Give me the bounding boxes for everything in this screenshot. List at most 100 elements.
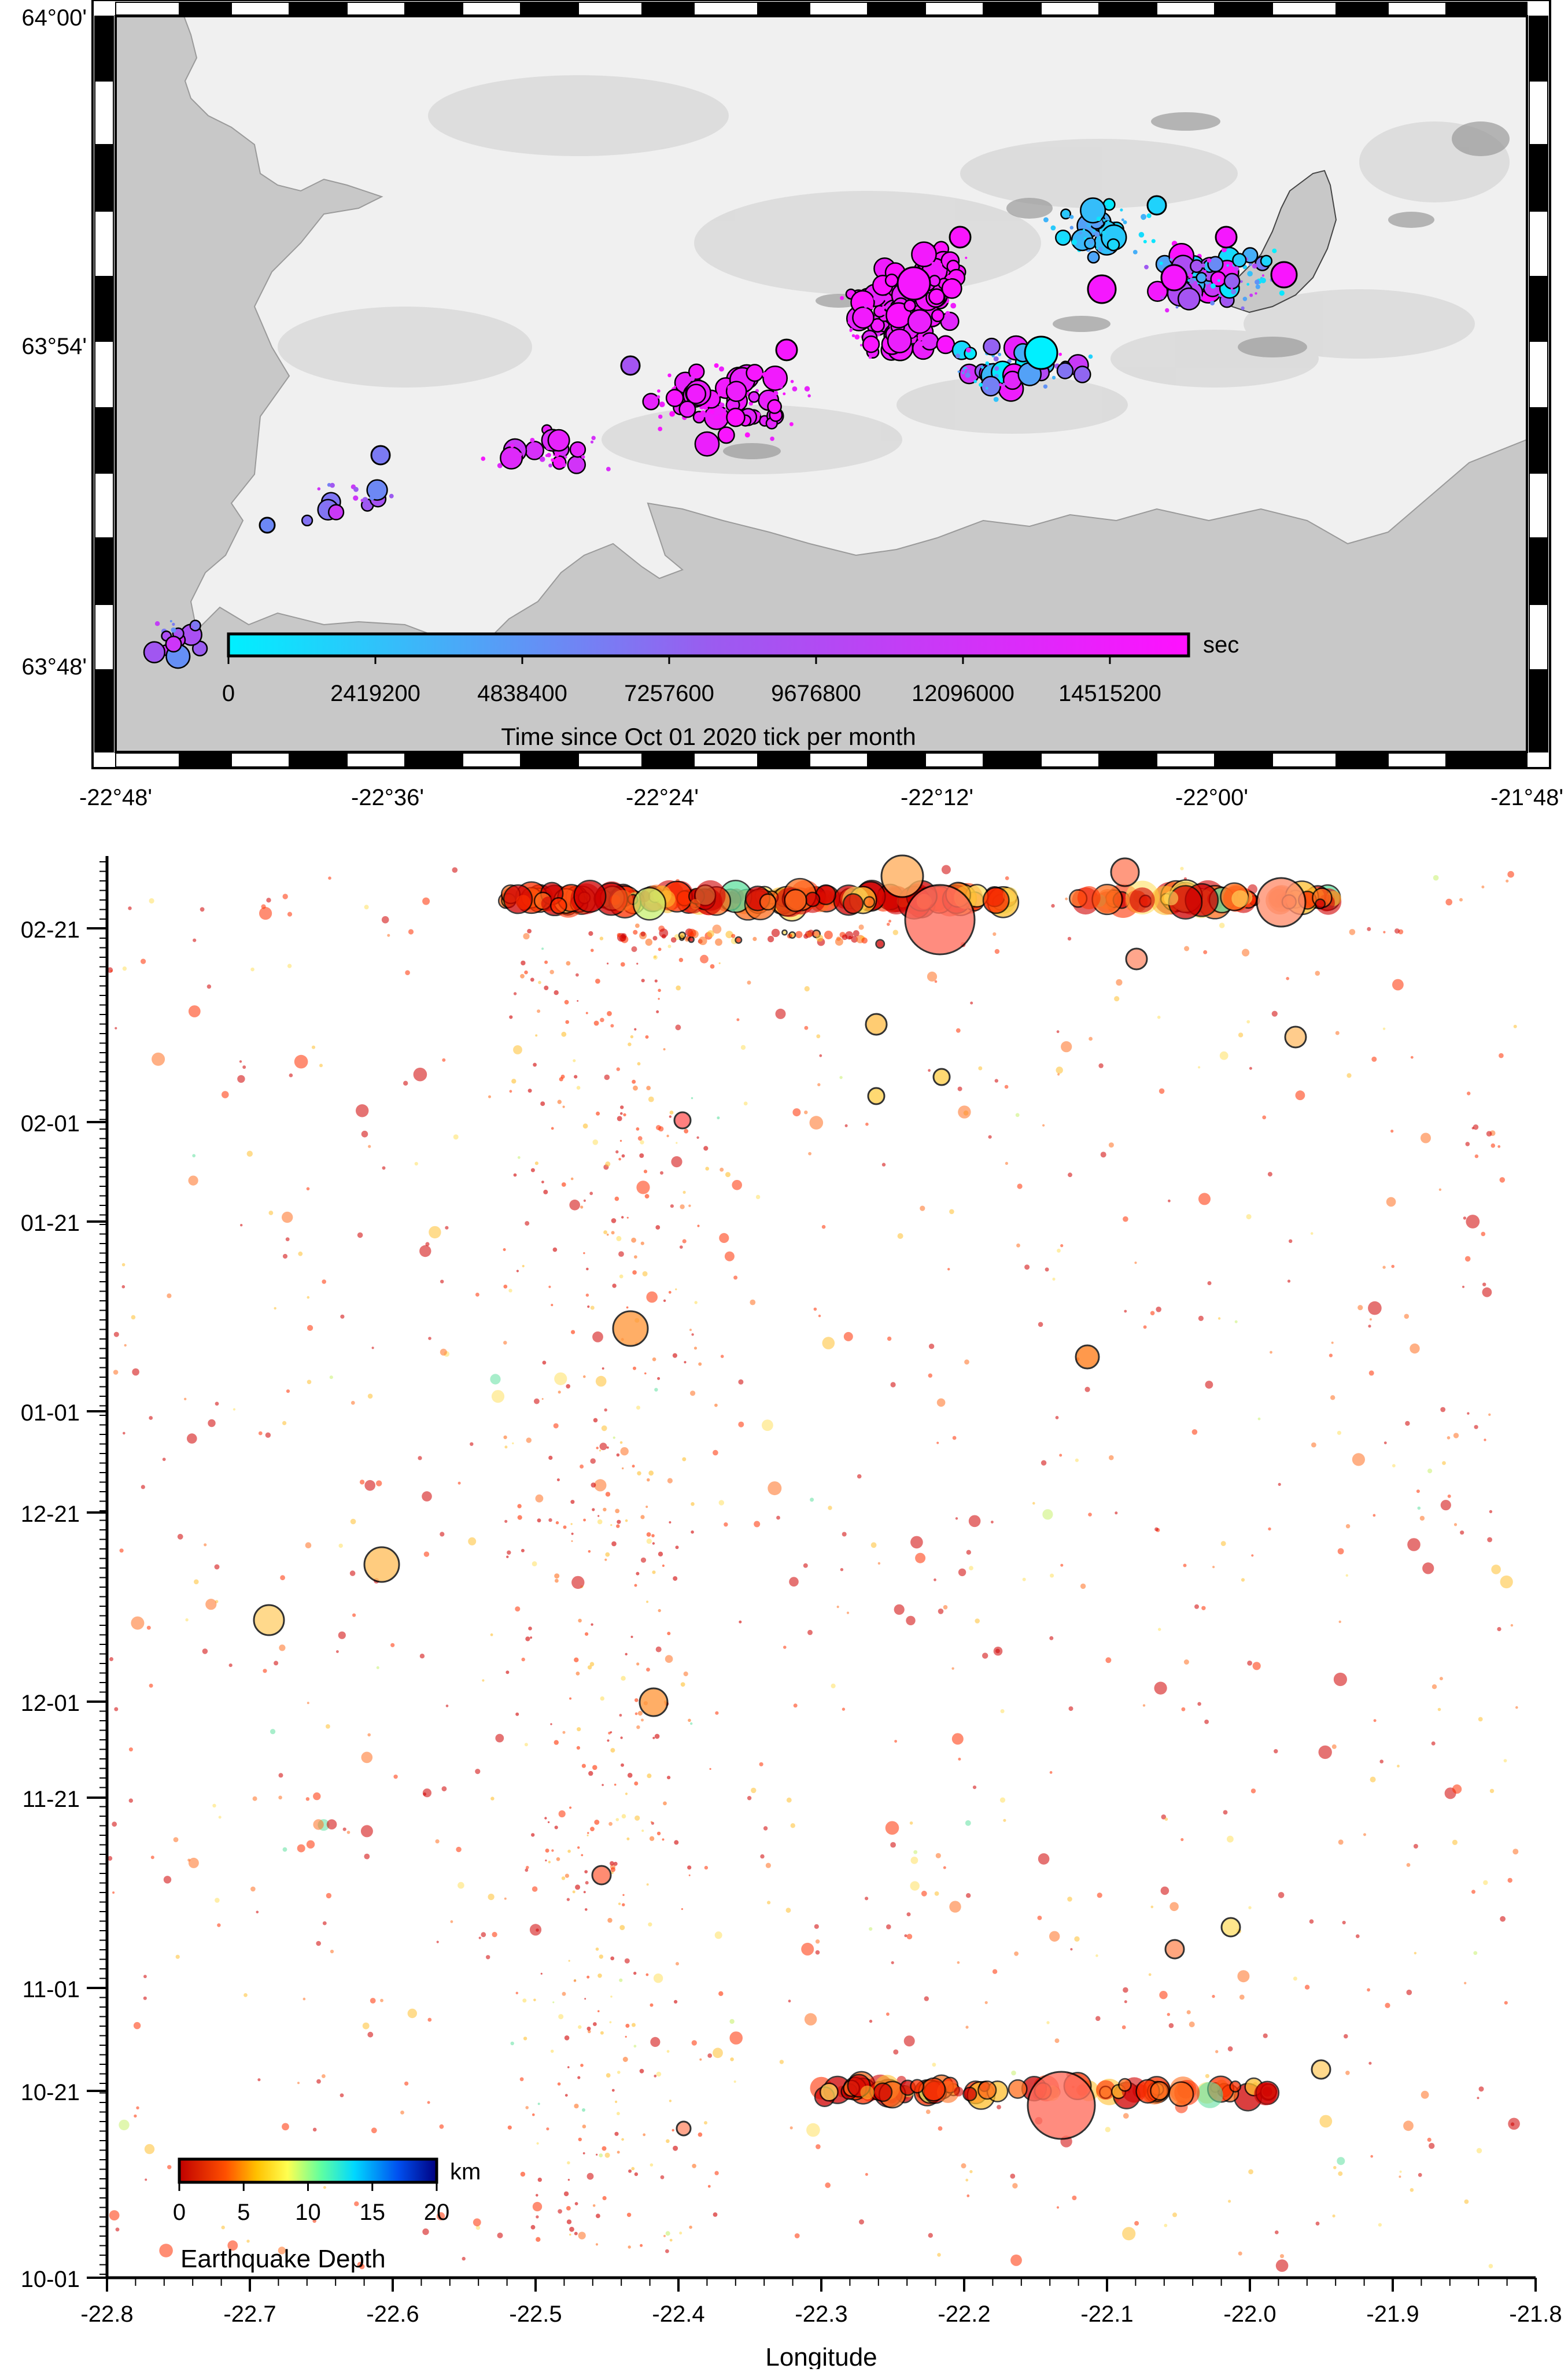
map-epicenter [370,445,391,466]
timeline-event [376,1480,382,1486]
timeline-event [1046,2021,1050,2024]
timeline-event [1262,2086,1272,2097]
map-epicenter [727,385,733,390]
timeline-event [1134,2220,1139,2226]
timeline-event [1114,996,1120,1002]
timeline-event [512,1442,514,1445]
timeline-event [287,912,293,917]
map-epicenter [931,309,945,323]
timeline-event [622,2057,628,2062]
timeline-event [768,1481,782,1496]
timeline-event [561,1876,566,1880]
map-epicenter [1165,308,1169,313]
timeline-event [243,1993,248,1997]
timeline-event [361,1130,368,1138]
timeline-event [654,956,656,958]
map-border-segment [1214,2,1273,16]
timeline-event [508,1289,512,1293]
timeline-event [322,1279,326,1284]
timeline-event [1123,1987,1128,1993]
map-longitude-label: -22°12' [901,785,973,810]
timeline-event [131,1616,145,1630]
map-epicenter [1226,264,1229,267]
map-border-segment [1041,752,1100,768]
timeline-event [1488,1413,1491,1416]
map-border-segment [94,341,114,408]
timeline-event [187,1433,197,1444]
timeline-event [927,971,938,982]
timeline-event [794,2233,800,2238]
timeline-event [808,1152,811,1156]
timeline-event [1201,1606,1206,1610]
timeline-event [675,1024,681,1031]
timeline-event [1337,2157,1345,2166]
timeline-event [540,1101,545,1106]
timeline-event [256,1910,259,1914]
map-epicenter [573,447,579,452]
map-epicenter [1222,301,1226,305]
timeline-event [1394,928,1400,934]
timeline-event [691,1530,694,1534]
timeline-event [570,1177,574,1181]
timeline-event [533,1063,537,1067]
timeline-event [427,2017,432,2022]
map-epicenter [1255,284,1260,289]
timeline-event [1513,1024,1517,1028]
map-border-segment [925,2,984,16]
map-border-segment [1529,473,1548,538]
timeline-event [730,2057,734,2061]
timeline-event [525,1636,530,1641]
time-colorbar-tick-label: 0 [222,681,235,706]
timeline-event [578,2137,582,2142]
map-epicenter [919,257,923,261]
map-epicenter [928,270,933,275]
timeline-event [1275,2230,1279,2234]
timeline-event [678,958,684,962]
timeline-event [521,960,526,966]
timeline-event [913,1850,918,1854]
map-epicenter [1069,226,1074,230]
timeline-event [1442,1461,1446,1465]
map-longitude-label: -22°36' [351,785,424,810]
timeline-event [644,1372,647,1375]
timeline-event [1474,1425,1478,1429]
timeline-x-tick-label: -22.5 [509,2301,562,2327]
timeline-event [1344,2034,1348,2039]
timeline-event [562,1731,566,1734]
timeline-event [1438,1188,1442,1191]
timeline-event [804,2013,817,2026]
timeline-event [663,1048,666,1051]
timeline-event [122,966,127,971]
map-epicenter [896,266,931,301]
timeline-x-tick-label: -22.0 [1223,2301,1276,2327]
map-border-segment [94,80,114,145]
timeline-event [588,1550,591,1553]
timeline-event [578,1618,582,1623]
timeline-event [660,2175,665,2179]
timeline-event [633,929,638,935]
timeline-event [607,962,609,965]
timeline-event [648,1922,652,1927]
timeline-event [937,2253,941,2257]
timeline-event [507,1550,511,1555]
map-epicenter [317,487,321,490]
timeline-event [1392,979,1404,991]
timeline-event [326,1819,337,1829]
timeline-event [910,2079,925,2094]
timeline-event [565,2094,568,2097]
timeline-event [655,1646,662,1652]
timeline-event [643,1170,648,1174]
map-epicenter [327,504,345,521]
timeline-event [437,2212,445,2220]
timeline-event [569,2233,571,2236]
timeline-event [885,1821,899,1835]
depth-colorbar-unit: km [450,2159,481,2185]
timeline-event [776,1515,780,1520]
map-epicenter [955,353,960,359]
timeline-event [556,1857,560,1861]
timeline-event [536,2194,538,2197]
timeline-event [576,1746,581,1750]
timeline-event [1051,903,1055,908]
timeline-event [689,2225,692,2229]
map-border-segment [578,752,643,768]
